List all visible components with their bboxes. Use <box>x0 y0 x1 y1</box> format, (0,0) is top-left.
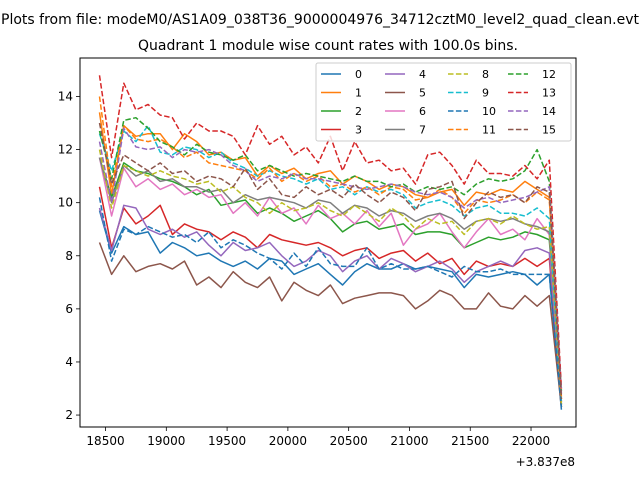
series-line-5 <box>98 242 563 408</box>
series-line-15 <box>98 122 563 400</box>
x-tick-label: 20000 <box>269 434 307 448</box>
series-line-11 <box>98 96 563 397</box>
y-tick-label: 2 <box>65 408 73 422</box>
x-tick-label: 21500 <box>451 434 489 448</box>
x-tick-label: 18500 <box>86 434 124 448</box>
x-axis-offset-label: +3.837e8 <box>516 455 575 469</box>
x-tick-label: 21000 <box>390 434 428 448</box>
y-tick-label: 12 <box>58 143 73 157</box>
x-tick-label: 19000 <box>147 434 185 448</box>
legend-label-1: 1 <box>355 87 362 100</box>
series-line-0 <box>98 210 563 410</box>
series-line-6 <box>98 157 563 405</box>
series-line-1 <box>98 112 563 400</box>
x-tick-label: 20500 <box>330 434 368 448</box>
y-tick-label: 8 <box>65 249 73 263</box>
y-tick-label: 10 <box>58 196 73 210</box>
series-line-12 <box>98 116 563 392</box>
legend-label-13: 13 <box>542 87 556 100</box>
series-line-8 <box>98 149 563 405</box>
legend-label-9: 9 <box>482 87 489 100</box>
series-line-4 <box>98 204 563 402</box>
legend-label-4: 4 <box>419 68 426 81</box>
legend-label-0: 0 <box>355 68 362 81</box>
legend-label-14: 14 <box>542 105 556 118</box>
figure-suptitle: Plots from file: modeM0/AS1A09_038T36_90… <box>1 12 639 28</box>
x-tick-label: 19500 <box>208 434 246 448</box>
y-tick-label: 14 <box>58 89 73 103</box>
legend-box <box>315 62 572 142</box>
series-lines <box>98 75 563 410</box>
series-line-14 <box>98 127 563 394</box>
chart-title: Quadrant 1 module wise count rates with … <box>138 38 518 54</box>
legend-label-3: 3 <box>355 124 362 137</box>
series-line-3 <box>98 186 563 408</box>
legend-label-11: 11 <box>482 124 496 137</box>
series-line-2 <box>98 157 563 405</box>
legend-label-6: 6 <box>419 105 426 118</box>
legend-label-8: 8 <box>482 68 489 81</box>
legend-label-15: 15 <box>542 124 556 137</box>
series-line-7 <box>98 157 563 402</box>
x-tick-label: 22000 <box>512 434 550 448</box>
legend-label-5: 5 <box>419 87 426 100</box>
legend-label-10: 10 <box>482 105 496 118</box>
legend-label-12: 12 <box>542 68 556 81</box>
legend-label-2: 2 <box>355 105 362 118</box>
y-tick-label: 6 <box>65 302 73 316</box>
series-line-9 <box>98 124 563 402</box>
legend-label-7: 7 <box>419 124 426 137</box>
y-axis-ticks: 2 4 6 8 10 12 14 <box>58 89 80 422</box>
x-axis-ticks: 18500 19000 19500 20000 20500 21000 21500 22000 <box>86 427 550 448</box>
plot-frame <box>79 57 577 428</box>
y-tick-label: 4 <box>65 355 73 369</box>
series-line-10 <box>98 197 563 408</box>
